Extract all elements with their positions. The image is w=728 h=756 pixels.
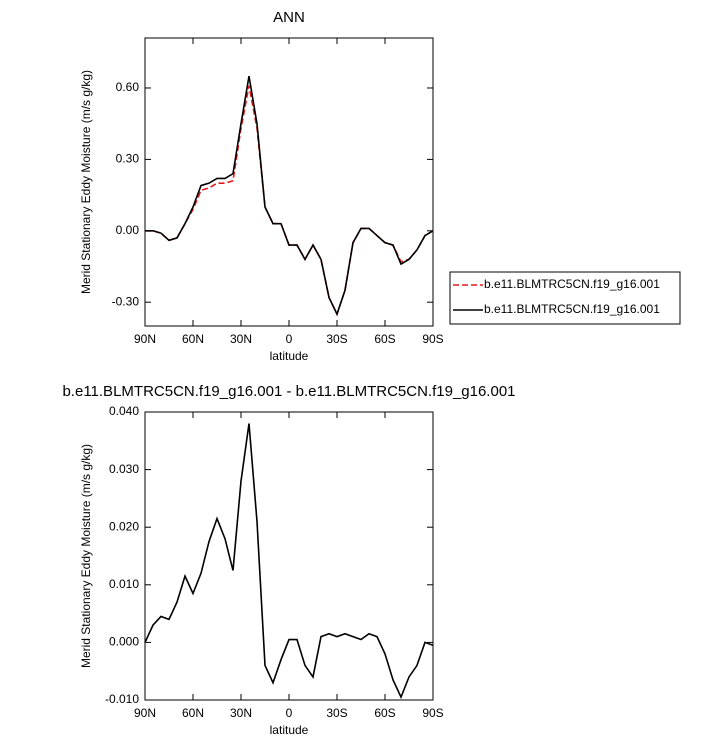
y-tick-label: -0.010 (105, 692, 139, 706)
x-axis-label: latitude (270, 349, 309, 363)
x-tick-label: 30N (230, 706, 252, 720)
x-tick-label: 90N (134, 332, 156, 346)
x-tick-label: 90S (422, 332, 443, 346)
y-tick-label: 0.000 (109, 635, 139, 649)
x-tick-label: 30S (326, 332, 347, 346)
y-tick-label: 0.30 (116, 152, 140, 166)
x-tick-label: 90N (134, 706, 156, 720)
x-tick-label: 60N (182, 706, 204, 720)
y-tick-label: 0.60 (116, 80, 140, 94)
x-tick-label: 90S (422, 706, 443, 720)
y-tick-label: 0.00 (116, 223, 140, 237)
plot-frame (144, 411, 434, 701)
x-tick-label: 60N (182, 332, 204, 346)
y-tick-label: 0.010 (109, 577, 139, 591)
data-line (145, 75, 434, 317)
y-axis-label: Merid Stationary Eddy Moisture (m/s g/kg… (79, 70, 93, 294)
y-tick-label: 0.030 (109, 462, 139, 476)
data-line (144, 423, 434, 700)
plot-frame (144, 37, 434, 327)
chart-title: b.e11.BLMTRC5CN.f19_g16.001 - b.e11.BLMT… (62, 383, 515, 400)
legend-label: b.e11.BLMTRC5CN.f19_g16.001 (484, 302, 660, 316)
x-axis-label: latitude (270, 723, 309, 737)
chart-title: ANN (273, 9, 305, 26)
y-axis-label: Merid Stationary Eddy Moisture (m/s g/kg… (79, 444, 93, 668)
x-tick-label: 30S (326, 706, 347, 720)
x-tick-label: 30N (230, 332, 252, 346)
x-tick-label: 60S (374, 706, 395, 720)
y-tick-label: 0.040 (109, 404, 139, 418)
y-tick-label: 0.020 (109, 519, 139, 533)
x-tick-label: 0 (286, 706, 293, 720)
x-tick-label: 0 (286, 332, 293, 346)
legend-label: b.e11.BLMTRC5CN.f19_g16.001 (484, 277, 660, 291)
y-tick-label: -0.30 (112, 294, 140, 308)
data-line (145, 85, 434, 317)
x-tick-label: 60S (374, 332, 395, 346)
legend-box (449, 271, 681, 325)
